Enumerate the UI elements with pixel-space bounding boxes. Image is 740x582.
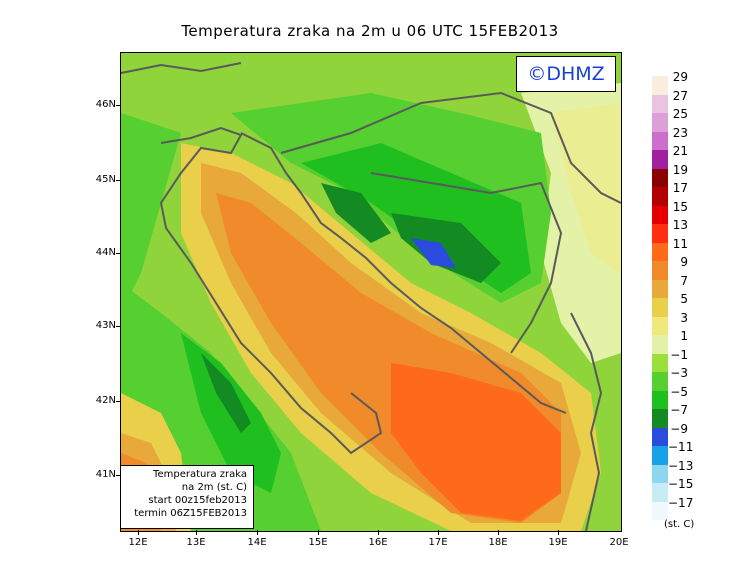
coastline-croatia	[240, 132, 567, 414]
lat-label-42n: 42N	[95, 395, 116, 406]
legend-swatch	[652, 131, 668, 150]
legend-label: 15	[672, 199, 688, 214]
legend-swatch	[652, 76, 668, 95]
lon-tick	[438, 530, 439, 535]
legend-swatch	[652, 94, 668, 113]
lon-tick	[558, 530, 559, 535]
legend-label: −1	[670, 347, 688, 362]
lon-tick	[138, 530, 139, 535]
lon-tick	[378, 530, 379, 535]
dhmz-logo: ©DHMZ	[516, 56, 616, 92]
legend-swatch	[652, 168, 668, 187]
lat-tick	[116, 475, 121, 476]
temperature-field	[121, 53, 621, 531]
lat-label-44n: 44N	[95, 247, 116, 258]
lat-label-41n: 41N	[95, 469, 116, 480]
legend-swatch	[652, 187, 668, 206]
field-italy-north	[121, 113, 181, 313]
legend-label: 29	[672, 70, 688, 84]
lat-tick	[116, 253, 121, 254]
legend-label: −5	[670, 384, 688, 399]
lon-label-15e: 15E	[308, 537, 328, 548]
legend-label: −17	[668, 495, 694, 510]
field-cold-pocket	[411, 238, 456, 268]
legend-label: 7	[680, 273, 688, 288]
legend-swatch	[652, 335, 668, 354]
lon-label-19e: 19E	[548, 537, 568, 548]
lon-tick	[498, 530, 499, 535]
lat-tick	[116, 326, 121, 327]
legend-label: 1	[680, 329, 688, 343]
legend-swatch	[652, 261, 668, 280]
lon-label-13e: 13E	[186, 537, 206, 548]
legend-swatch	[652, 279, 668, 298]
lat-tick	[116, 401, 121, 402]
legend-swatch	[652, 353, 668, 372]
legend-label: 23	[672, 125, 688, 140]
legend-label: 3	[680, 310, 688, 325]
legend-label: −7	[670, 403, 688, 417]
legend-swatch	[652, 372, 668, 391]
info-line-4: termin 06Z15FEB2013	[134, 508, 247, 519]
lat-label-46n: 46N	[95, 99, 116, 110]
legend-swatch	[652, 242, 668, 261]
legend-swatch	[652, 316, 668, 335]
legend-label: −11	[668, 440, 694, 454]
coastline-italy	[159, 126, 383, 455]
legend-label: 5	[680, 292, 688, 306]
legend-swatch	[652, 427, 668, 446]
legend-swatch	[652, 446, 668, 465]
lon-tick	[257, 530, 258, 535]
lon-label-16e: 16E	[368, 537, 388, 548]
legend-label: 19	[672, 162, 688, 177]
legend-label: −13	[668, 458, 694, 473]
legend-label: −3	[670, 366, 688, 380]
lon-label-14e: 14E	[247, 537, 267, 548]
legend-label: −9	[670, 421, 688, 436]
lat-label-45n: 45N	[95, 174, 116, 185]
legend-label: 9	[680, 255, 688, 269]
legend-label: 11	[672, 236, 688, 251]
field-warmest	[391, 363, 561, 521]
legend-swatch	[652, 501, 668, 520]
legend-swatch	[652, 483, 668, 502]
info-line-1: Temperatura zraka	[153, 469, 247, 480]
legend-label: 25	[672, 107, 688, 121]
info-line-2: na 2m (st. C)	[181, 482, 247, 493]
legend-swatch	[652, 113, 668, 132]
legend-swatch	[652, 205, 668, 224]
lat-tick	[116, 180, 121, 181]
border-line-east	[570, 312, 603, 531]
lat-label-43n: 43N	[95, 320, 116, 331]
legend-swatch	[652, 409, 668, 428]
border-line-bih	[370, 172, 563, 354]
legend-swatch	[652, 150, 668, 169]
lon-tick	[318, 530, 319, 535]
lon-tick	[196, 530, 197, 535]
legend-label: 27	[672, 88, 688, 103]
legend-label: 17	[672, 181, 688, 195]
legend-swatch	[652, 298, 668, 317]
lon-label-12e: 12E	[128, 537, 148, 548]
lon-label-20e: 20E	[609, 537, 629, 548]
legend-label: 21	[672, 144, 688, 158]
border-line-north	[280, 91, 621, 204]
info-line-3: start 00z15feb2013	[148, 495, 247, 506]
lat-tick	[116, 105, 121, 106]
legend-label: 13	[672, 218, 688, 232]
legend-swatch	[652, 390, 668, 409]
legend-label: −15	[668, 477, 694, 491]
legend-swatch	[652, 464, 668, 483]
map-title: Temperatura zraka na 2m u 06 UTC 15FEB20…	[181, 22, 559, 40]
temperature-map	[120, 52, 622, 532]
legend-swatch	[652, 224, 668, 243]
legend-unit: (st. C)	[664, 519, 695, 530]
lon-label-17e: 17E	[428, 537, 448, 548]
lon-label-18e: 18E	[488, 537, 508, 548]
info-box: Temperatura zraka na 2m (st. C) start 00…	[120, 465, 254, 529]
